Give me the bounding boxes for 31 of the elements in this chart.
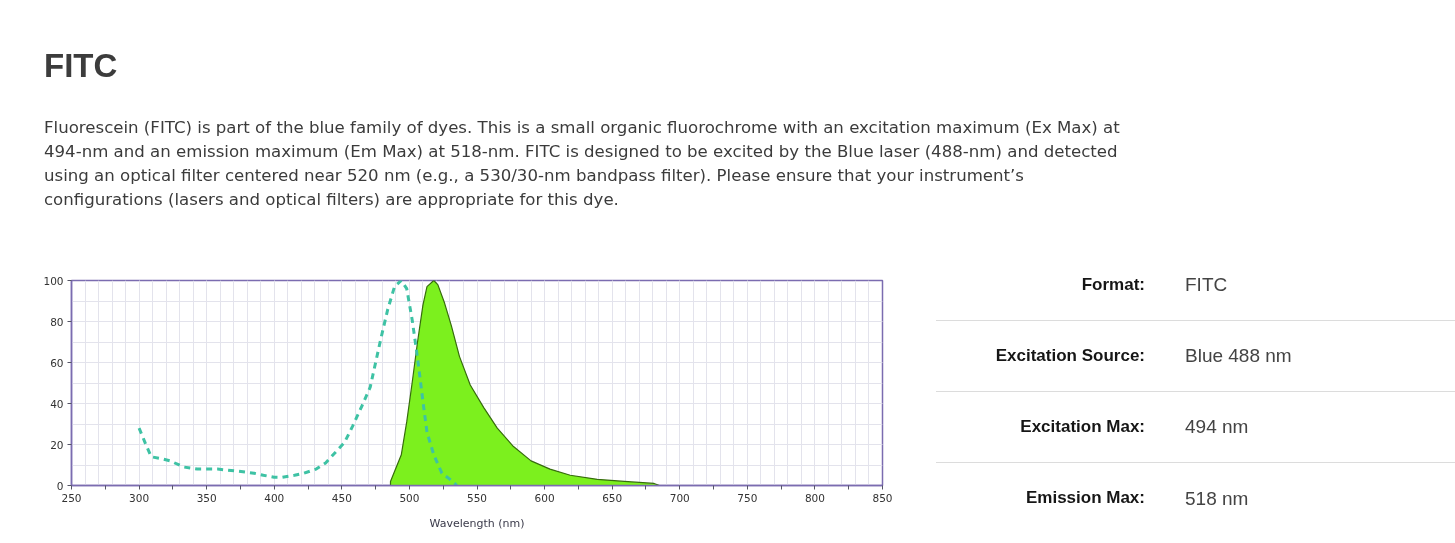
y-tick-label: 0	[56, 479, 64, 492]
y-tick-label: 20	[50, 438, 64, 451]
x-axis-title: Wavelength (nm)	[429, 516, 525, 530]
x-tick-label: 700	[669, 491, 690, 504]
line-series	[137, 280, 459, 486]
text: FITC	[1185, 273, 1228, 298]
x-tick-label: 600	[534, 491, 555, 504]
x-tick-label: 800	[804, 491, 825, 504]
text: Excitation Max:	[1019, 415, 1145, 438]
chart-title: FITC	[44, 46, 118, 86]
text: 494 nm	[1185, 415, 1249, 440]
y-tick-label: 60	[50, 356, 64, 369]
text: Emission Max:	[1024, 487, 1145, 510]
x-tick-label: 550	[466, 491, 488, 504]
x-tick-label: 250	[61, 491, 82, 504]
x-tick-label: 850	[872, 491, 893, 504]
x-tick-label: 750	[737, 491, 758, 504]
text: Excitation Source:	[994, 344, 1145, 367]
text: 518 nm	[1185, 486, 1249, 511]
y-tick-label: 80	[50, 315, 64, 328]
y-tick-label: 40	[50, 397, 64, 410]
text: Format:	[1080, 273, 1145, 296]
y-tick-label: 100	[43, 274, 64, 287]
x-tick-label: 650	[602, 491, 623, 504]
x-tick-label: 450	[331, 491, 352, 504]
text: Blue 488 nm	[1185, 344, 1292, 369]
chart-subtitle: Fluorescein (FITC) is part of the blue family of dyes. This is a small organic fluorochrome with an excitation maximum (Ex Max) at 494-nm and an emission maximum (Em Max) at 518-nm. FITC is designed to be excited by the Blue laser (488-nm) and detected using an optical filter centered near 520 nm (e.g., a 530/30-nm bandpass filter). Please ensure that your instrument’s configurations (lasers and optical filters) are appropriate for this dye.	[44, 117, 1121, 211]
x-tick-label: 300	[129, 491, 150, 504]
x-tick-label: 350	[196, 491, 217, 504]
x-tick-label: 500	[399, 491, 420, 504]
x-tick-label: 400	[264, 491, 285, 504]
